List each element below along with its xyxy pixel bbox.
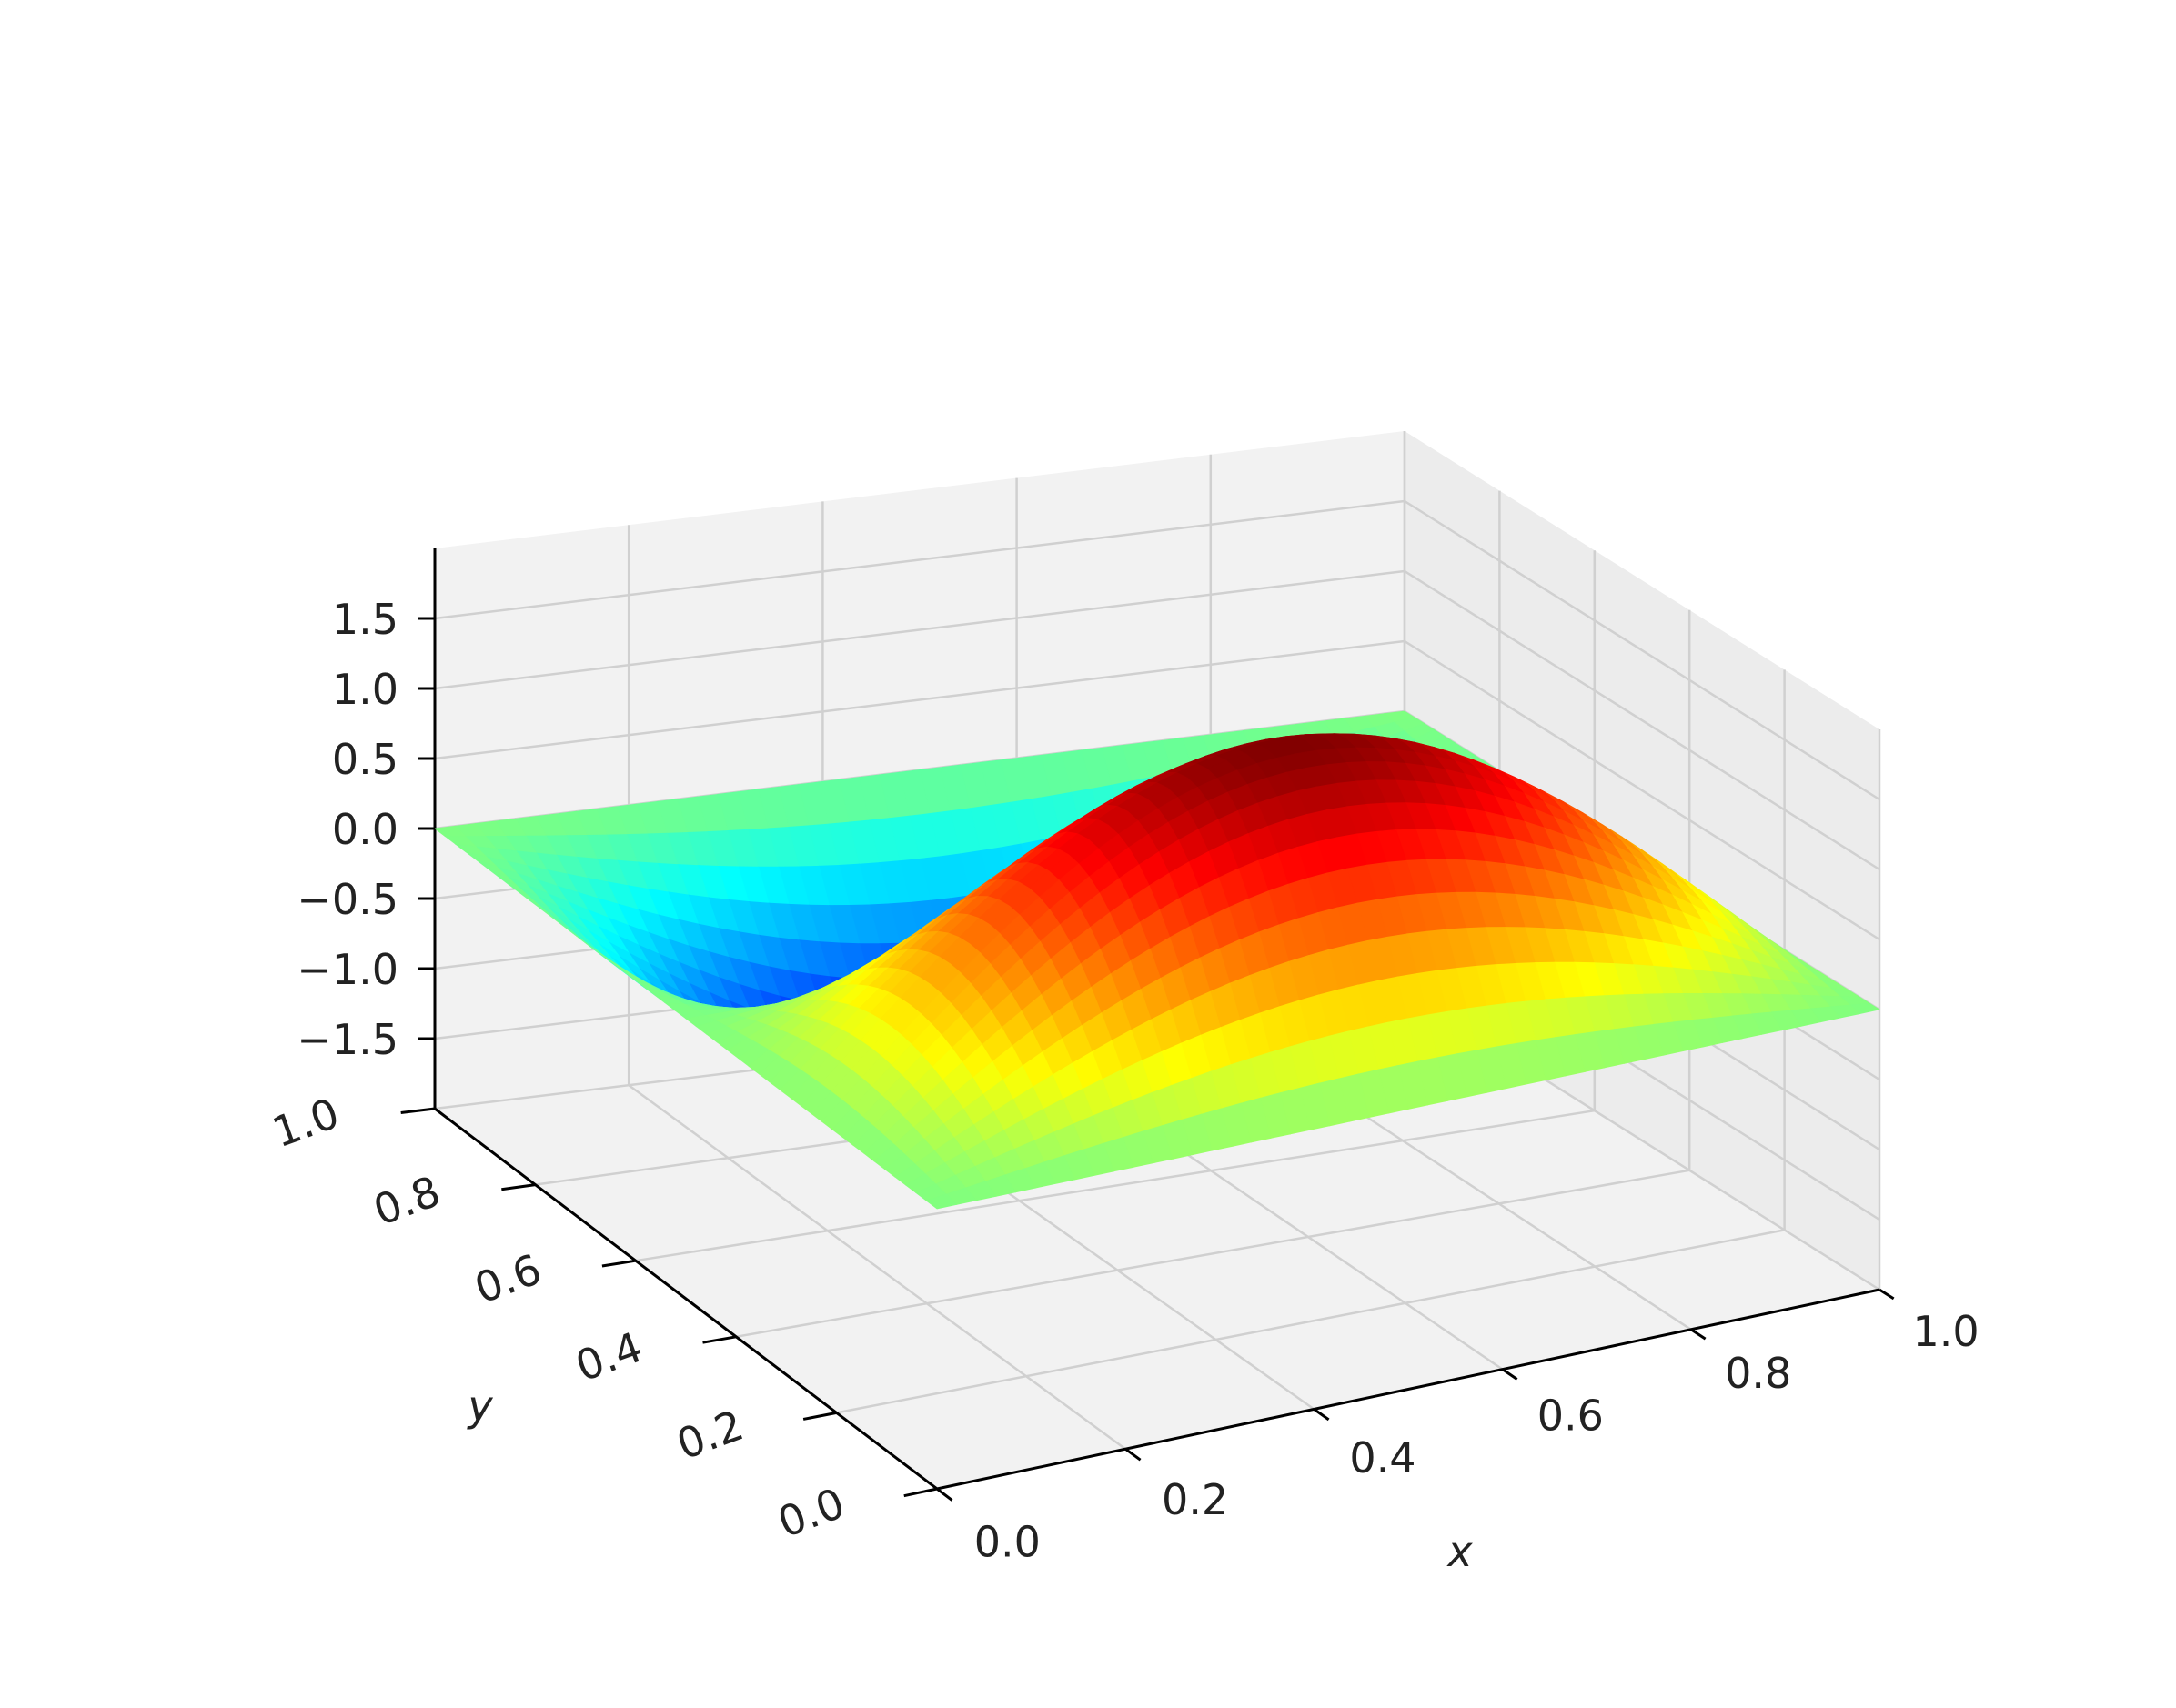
- z-tick-label: −0.5: [297, 875, 398, 924]
- y-tick: [400, 1107, 436, 1115]
- tick-marks: [400, 617, 1895, 1502]
- x-axis-line: [936, 1288, 1880, 1491]
- x-tick: [1124, 1447, 1142, 1462]
- x-axis-label: x: [1446, 1527, 1473, 1576]
- grid-line: [1404, 639, 1880, 941]
- x-tick: [1313, 1408, 1330, 1422]
- x-tick: [1501, 1368, 1518, 1381]
- y-tick: [601, 1259, 637, 1268]
- y-tick-label: 0.0: [771, 1478, 851, 1547]
- x-tick: [1879, 1288, 1895, 1301]
- grid-line: [434, 639, 1405, 760]
- grid-line: [735, 1169, 1690, 1339]
- y-tick: [702, 1335, 737, 1344]
- floor-pane: [435, 991, 1879, 1489]
- grid-line: [635, 1109, 1595, 1262]
- y-tick-label: 0.2: [670, 1401, 750, 1470]
- y-tick-label: 0.8: [368, 1166, 447, 1235]
- x-tick: [1689, 1328, 1707, 1341]
- y-tick-label: 1.0: [266, 1089, 345, 1158]
- z-tick-label: 1.5: [332, 595, 398, 644]
- surface-patch: [925, 1193, 958, 1210]
- grid-line: [1404, 499, 1880, 801]
- x-tick: [936, 1487, 953, 1502]
- surface-mesh: [433, 710, 1881, 1210]
- grid-line: [628, 1084, 1126, 1451]
- y-tick: [501, 1183, 536, 1191]
- x-tick-label: 1.0: [1913, 1307, 1980, 1356]
- z-tick-label: −1.5: [297, 1015, 398, 1064]
- x-tick-label: 0.8: [1725, 1349, 1791, 1398]
- x-tick-label: 0.2: [1162, 1475, 1228, 1524]
- tick-labels: 0.0 0.2 0.4 0.6 0.8 1.0 0.0 0.2 0.4 0.6 0.8 1.0 −1.5…: [266, 595, 1979, 1567]
- y-axis-line: [434, 1107, 938, 1491]
- z-tick-label: 1.0: [332, 665, 398, 714]
- grid-line: [836, 1229, 1785, 1414]
- z-tick-label: 0.5: [332, 735, 398, 784]
- x-tick-label: 0.0: [974, 1518, 1041, 1567]
- x-tick-label: 0.6: [1537, 1392, 1604, 1441]
- y-tick-label: 0.6: [468, 1244, 548, 1313]
- z-tick-label: 0.0: [332, 805, 398, 854]
- z-tick-label: −1.0: [297, 945, 398, 994]
- y-tick-label: 0.4: [569, 1322, 649, 1392]
- y-tick: [903, 1487, 938, 1498]
- grid-line: [1404, 569, 1880, 871]
- y-tick: [802, 1411, 837, 1421]
- y-axis-label: y: [466, 1381, 493, 1431]
- grid-line: [434, 569, 1405, 690]
- x-tick-label: 0.4: [1349, 1433, 1415, 1482]
- grid-line: [434, 499, 1405, 620]
